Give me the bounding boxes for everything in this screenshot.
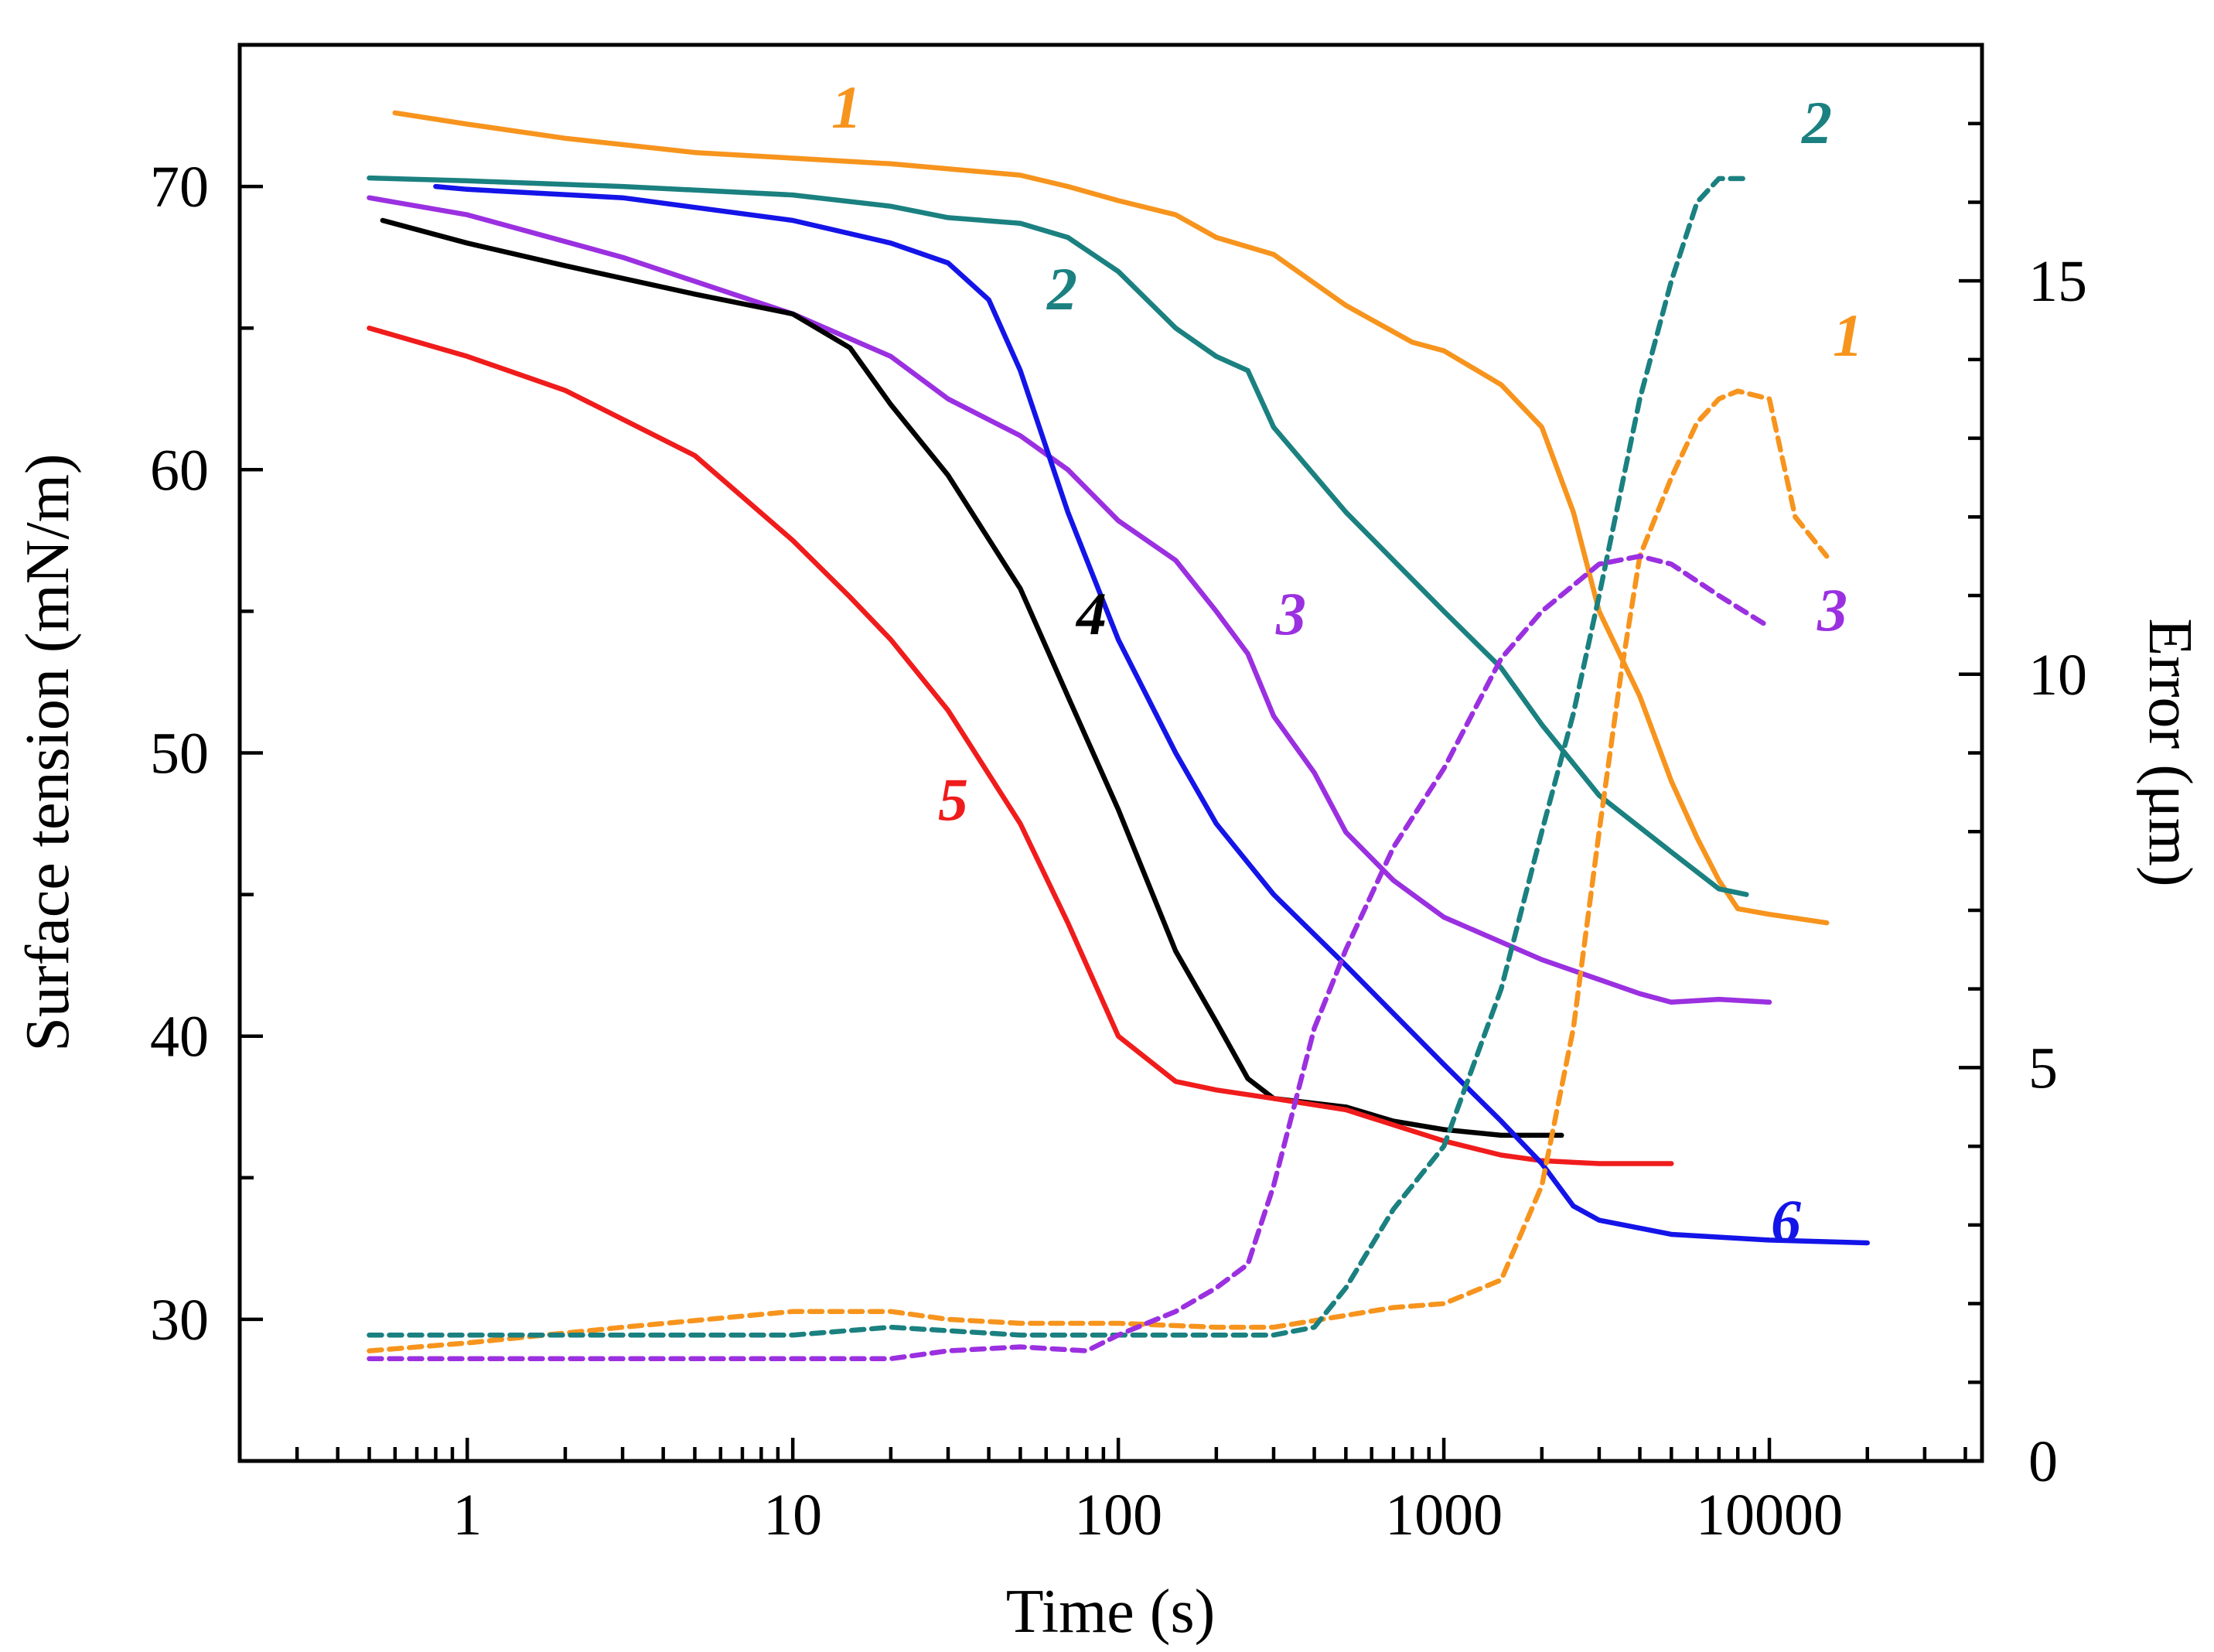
plot-frame <box>237 43 1984 1463</box>
y2-axis-title: Error (μm) <box>2136 618 2204 886</box>
curve-labels: 1 2 3 4 5 6 2 1 3 <box>831 73 1863 1254</box>
y-tick-label: 50 <box>150 722 209 787</box>
curve-label-5: 5 <box>938 766 968 833</box>
x-tick-label: 1000 <box>1385 1483 1503 1548</box>
x-axis-title: Time (s) <box>1006 1578 1215 1646</box>
y-tick-label: 40 <box>150 1005 209 1070</box>
curve-label-2: 2 <box>1801 89 1832 156</box>
y2-tick-label: 5 <box>2028 1036 2058 1101</box>
series-solid-2 <box>367 175 1749 897</box>
curve-label-1: 1 <box>1833 302 1863 369</box>
y-tick-label: 30 <box>150 1288 209 1353</box>
series-dashed-3 <box>367 553 1772 1362</box>
x-tick-label: 100 <box>1074 1483 1162 1548</box>
series-solid-3 <box>367 195 1772 1005</box>
curve-label-4: 4 <box>1075 580 1107 647</box>
y2-tick-label: 15 <box>2028 249 2087 314</box>
series-dashed-2 <box>367 176 1749 1338</box>
y2-tick-label: 10 <box>2028 643 2087 708</box>
curve-label-3: 3 <box>1817 576 1847 643</box>
y-axis-title: Surface tension (mN/m) <box>14 453 82 1051</box>
y2-tick-label: 0 <box>2028 1429 2058 1494</box>
y-tick-label: 60 <box>150 438 209 503</box>
series-dashed-1 <box>367 388 1830 1353</box>
x-tick-label: 1 <box>452 1483 482 1548</box>
curve-label-3: 3 <box>1275 580 1306 647</box>
curve-label-2: 2 <box>1046 255 1077 323</box>
tick-marks <box>237 43 1982 1463</box>
series-solid-5 <box>367 325 1674 1166</box>
y-tick-label: 70 <box>150 155 209 220</box>
series-solid-6 <box>433 183 1870 1246</box>
x-tick-label: 10 <box>763 1483 822 1548</box>
curve-label-6: 6 <box>1771 1187 1801 1254</box>
series-solid-4 <box>380 217 1564 1138</box>
curve-label-1: 1 <box>831 73 861 141</box>
x-tick-label: 10000 <box>1696 1483 1843 1548</box>
series-group <box>367 110 1870 1362</box>
series-solid-1 <box>392 110 1830 926</box>
